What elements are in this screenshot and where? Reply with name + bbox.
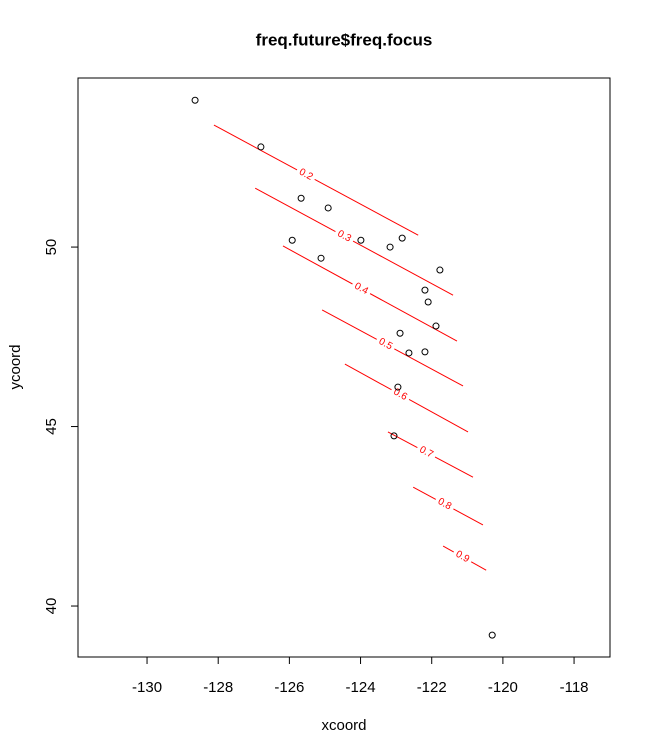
point xyxy=(421,348,429,356)
point xyxy=(288,236,296,244)
point xyxy=(386,243,394,251)
point xyxy=(421,286,429,294)
contour-line xyxy=(213,124,419,236)
point xyxy=(191,96,199,104)
y-tick-label: 40 xyxy=(43,598,60,615)
contour-label-bg xyxy=(294,164,318,185)
contour-label-bg xyxy=(450,546,475,568)
x-tick-label: -120 xyxy=(488,679,518,696)
point xyxy=(297,194,305,202)
y-axis-label: ycoord xyxy=(7,344,24,389)
point xyxy=(390,432,398,440)
point xyxy=(488,631,496,639)
x-tick-label: -130 xyxy=(132,679,162,696)
point xyxy=(405,349,413,357)
contour-label-bg xyxy=(349,278,373,299)
x-tick-label: -124 xyxy=(346,679,376,696)
y-tick-label: 45 xyxy=(43,418,60,435)
point xyxy=(394,383,402,391)
contour-label-bg xyxy=(373,334,398,355)
point xyxy=(317,254,325,262)
x-tick-label: -126 xyxy=(274,679,304,696)
contour-label-bg xyxy=(432,494,457,515)
point xyxy=(432,322,440,330)
contour-label-bg xyxy=(414,442,438,463)
plot-box xyxy=(77,77,611,658)
contour-label-bg xyxy=(332,226,356,247)
x-tick-label: -118 xyxy=(560,679,589,696)
point xyxy=(396,329,404,337)
x-axis-label: xcoord xyxy=(321,717,366,734)
point xyxy=(398,234,406,242)
contour-label-bg xyxy=(388,384,412,405)
x-tick-label: -128 xyxy=(203,679,233,696)
point xyxy=(257,143,265,151)
y-tick-label: 50 xyxy=(43,239,60,256)
point xyxy=(357,236,365,244)
chart-title: freq.future$freq.focus xyxy=(256,30,433,49)
point xyxy=(324,204,332,212)
x-tick-label: -122 xyxy=(417,679,447,696)
point xyxy=(424,298,432,306)
point xyxy=(436,266,444,274)
contour-line xyxy=(254,187,454,296)
